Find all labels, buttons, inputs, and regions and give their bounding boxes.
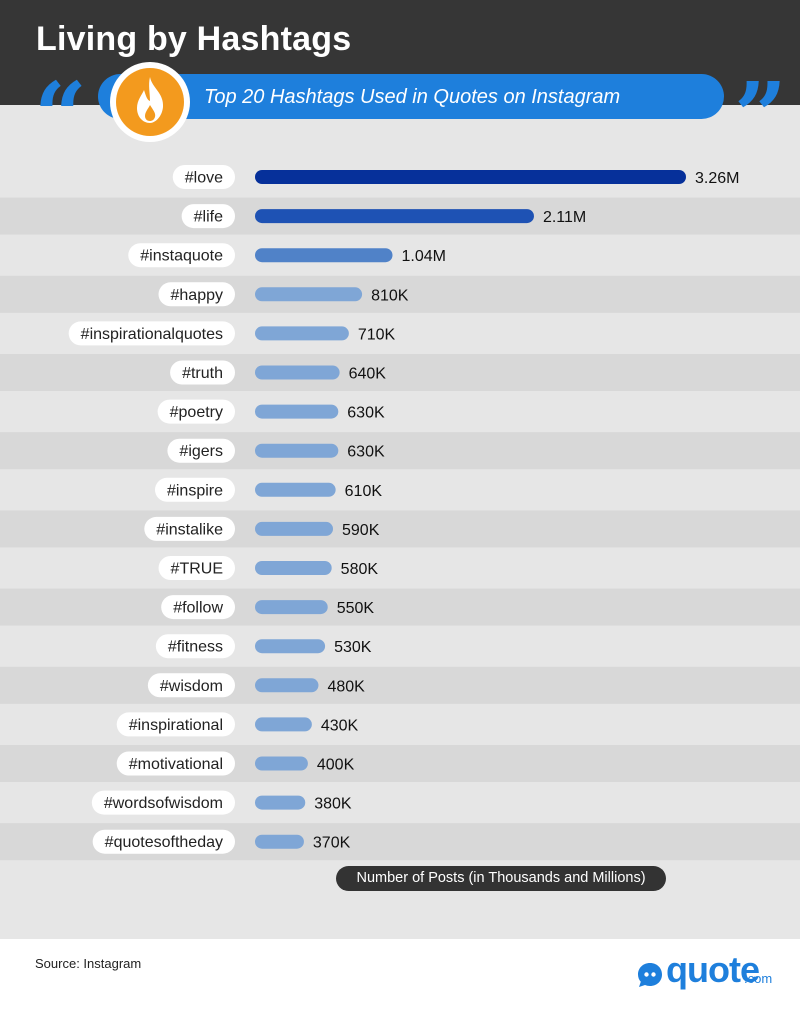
data-label: 3.26M <box>695 170 739 187</box>
bar-igers <box>255 443 339 458</box>
tick-label-pill <box>92 829 235 854</box>
data-label: 630K <box>347 405 385 422</box>
tick-label-pill <box>170 360 235 385</box>
data-label: 2.11M <box>543 209 586 226</box>
tick-label: #fitness <box>168 639 223 656</box>
brand-domain: .com <box>744 971 773 986</box>
data-label: 400K <box>317 757 355 774</box>
data-label: 810K <box>371 287 409 304</box>
x-axis-label: Number of Posts (in Thousands and Millio… <box>336 866 666 891</box>
row-stripe <box>0 510 800 548</box>
tick-label: #poetry <box>170 404 223 421</box>
tick-label-pill <box>167 438 235 463</box>
bar-life <box>255 209 534 224</box>
tick-label-pill <box>161 595 235 620</box>
data-label: 580K <box>341 561 379 578</box>
tick-label-pill <box>155 634 235 659</box>
bar-inspirationalquotes <box>255 326 349 341</box>
tick-label: #TRUE <box>171 561 223 578</box>
tick-label-pill <box>68 321 235 346</box>
bar-instalike <box>255 521 334 536</box>
brand-wordmark: quote <box>666 949 760 990</box>
bar-happy <box>255 287 363 302</box>
bar-wisdom <box>255 678 319 693</box>
tick-label-pill <box>158 282 235 307</box>
tick-label: #inspirational <box>129 717 223 734</box>
data-label: 370K <box>313 835 351 852</box>
bar-inspire <box>255 482 336 497</box>
bar-instaquote <box>255 248 393 263</box>
open-quote-icon: “ <box>34 62 87 170</box>
data-label: 530K <box>334 639 372 656</box>
tick-label: #love <box>185 170 223 187</box>
tick-label: #truth <box>182 365 223 382</box>
tick-label: #life <box>194 209 223 226</box>
row-stripe <box>0 432 800 470</box>
tick-label: #follow <box>173 600 223 617</box>
tick-label-pill <box>91 790 235 815</box>
bar-follow <box>255 600 328 615</box>
bar-true <box>255 561 332 575</box>
tick-label: #instalike <box>156 521 223 538</box>
tick-label: #happy <box>171 287 224 304</box>
bar-motivational <box>255 756 308 771</box>
tick-label: #instaquote <box>140 248 223 265</box>
bar-love <box>255 170 686 184</box>
chart-subtitle: Top 20 Hashtags Used in Quotes on Instag… <box>204 86 621 108</box>
tick-label: #quotesoftheday <box>105 834 223 851</box>
tick-label-pill <box>154 477 235 502</box>
tick-label: #igers <box>179 443 223 460</box>
data-label: 630K <box>347 444 385 461</box>
tick-label: #motivational <box>129 756 223 773</box>
data-label: 480K <box>327 678 365 695</box>
row-stripe <box>0 275 800 313</box>
bar-poetry <box>255 404 339 419</box>
row-stripe <box>0 354 800 391</box>
data-label: 610K <box>345 483 383 500</box>
tick-label-pill <box>172 165 235 189</box>
row-stripe <box>0 588 800 626</box>
data-label: 640K <box>349 366 387 383</box>
data-label: 710K <box>358 326 396 343</box>
close-quote-icon: ” <box>734 62 787 170</box>
data-label: 550K <box>337 600 375 617</box>
page-title: Living by Hashtags <box>36 20 352 58</box>
bar-wordsofwisdom <box>255 795 306 810</box>
tick-label-pill <box>144 516 235 541</box>
tick-label-pill <box>116 712 235 737</box>
speech-bubble-icon <box>638 963 662 987</box>
tick-label-pill <box>128 243 235 268</box>
tick-label-pill <box>147 673 235 698</box>
tick-label-pill <box>116 751 235 776</box>
tick-label-pill <box>181 204 235 229</box>
row-stripe <box>0 666 800 704</box>
data-label: 380K <box>314 796 352 813</box>
data-label: 430K <box>321 717 359 734</box>
data-label: 590K <box>342 522 380 539</box>
tick-label: #wisdom <box>160 678 223 695</box>
bar-fitness <box>255 639 326 654</box>
bar-inspirational <box>255 717 312 732</box>
source-note: Source: Instagram <box>35 956 142 971</box>
brand-logo[interactable]: quote .com <box>636 952 776 996</box>
flame-icon <box>110 62 190 142</box>
tick-label: #wordsofwisdom <box>104 795 223 812</box>
data-label: 1.04M <box>401 248 445 265</box>
tick-label: #inspirationalquotes <box>81 326 223 343</box>
tick-label-pill <box>157 399 235 424</box>
bar-quotesoftheday <box>255 834 304 849</box>
tick-label-pill <box>158 556 235 580</box>
subtitle-banner: Top 20 Hashtags Used in Quotes on Instag… <box>98 74 724 119</box>
bar-truth <box>255 365 340 380</box>
tick-label: #inspire <box>167 482 223 499</box>
